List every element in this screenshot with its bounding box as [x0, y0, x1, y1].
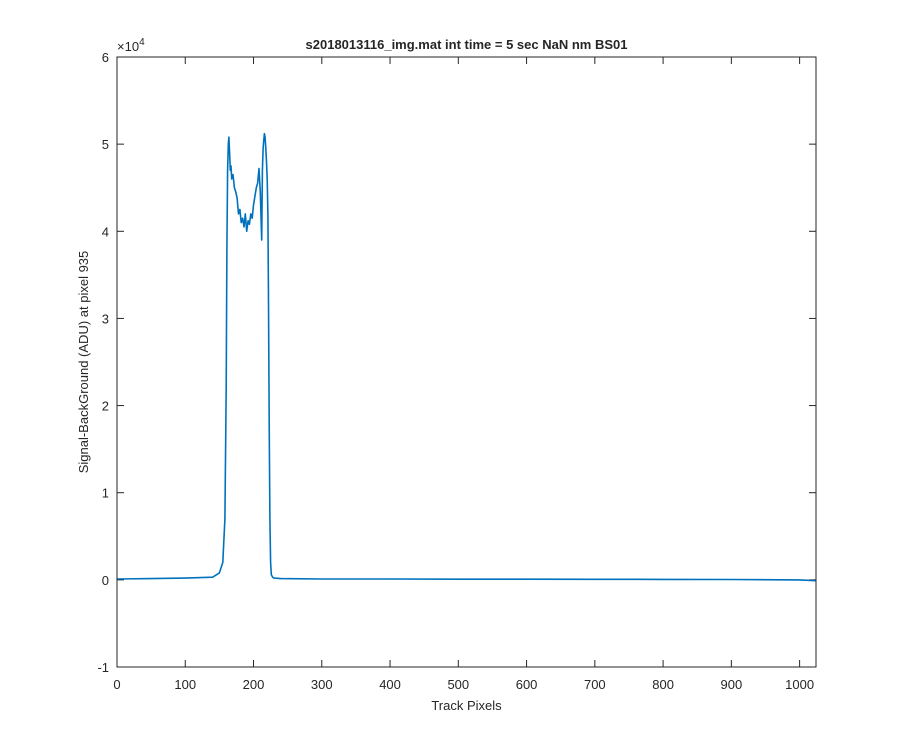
x-tick-label: 500 [447, 677, 469, 692]
x-tick-label: 100 [174, 677, 196, 692]
y-tick-label: 0 [102, 573, 109, 588]
y-axis-label: Signal-BackGround (ADU) at pixel 935 [76, 251, 91, 474]
x-tick-label: 1000 [785, 677, 814, 692]
x-tick-label: 600 [516, 677, 538, 692]
y-exponent-label: ×104 [117, 37, 145, 54]
x-axis-label: Track Pixels [431, 698, 502, 713]
y-tick-label: -1 [97, 660, 109, 675]
x-tick-label: 300 [311, 677, 333, 692]
ticks-layer: 0 100 200 300 400 500 600 700 800 900 1000 -1 0 1 2 3 4 5… [97, 50, 816, 692]
y-exponent-power: 4 [139, 37, 145, 48]
x-tick-label: 800 [652, 677, 674, 692]
x-tick-label: 900 [721, 677, 743, 692]
y-tick-label: 1 [102, 486, 109, 501]
plot-background [117, 57, 816, 667]
y-tick-label: 4 [102, 224, 109, 239]
y-exponent-base: ×10 [117, 39, 139, 54]
x-tick-label: 200 [243, 677, 265, 692]
x-tick-label: 400 [379, 677, 401, 692]
y-tick-label: 6 [102, 50, 109, 65]
x-tick-label: 700 [584, 677, 606, 692]
y-tick-label: 2 [102, 399, 109, 414]
y-tick-label: 3 [102, 311, 109, 326]
series-line [116, 132, 817, 582]
chart-title: s2018013116_img.mat int time = 5 sec NaN… [306, 37, 628, 52]
axes-box [116, 56, 817, 668]
x-tick-label: 0 [113, 677, 120, 692]
y-tick-label: 5 [102, 137, 109, 152]
